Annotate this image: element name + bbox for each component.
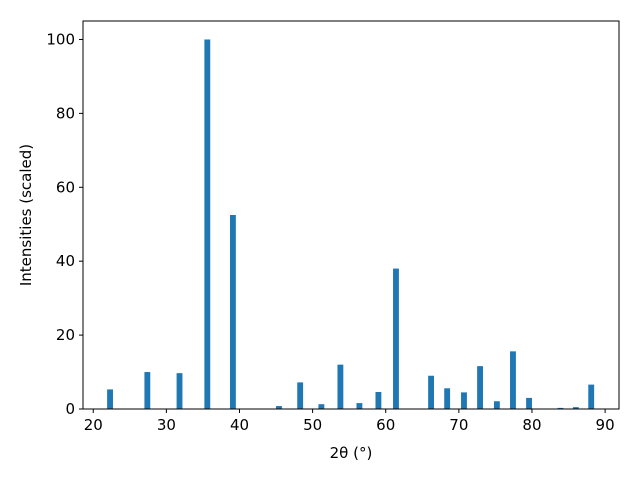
x-tick-label: 20 — [84, 416, 103, 434]
bar — [276, 406, 282, 409]
bar — [229, 215, 236, 409]
x-tick-label: 70 — [449, 416, 468, 434]
bar — [572, 407, 579, 409]
bar — [477, 366, 483, 409]
bar — [176, 373, 183, 409]
bar — [297, 382, 304, 409]
bar — [375, 392, 382, 409]
bar — [557, 407, 564, 409]
bar — [204, 39, 211, 409]
bar — [461, 392, 467, 409]
y-tick-label: 40 — [56, 252, 75, 270]
x-tick-label: 30 — [157, 416, 176, 434]
bar — [526, 397, 532, 409]
bar — [393, 268, 399, 409]
bar — [337, 364, 344, 409]
x-tick-label: 80 — [522, 416, 541, 434]
y-tick-label: 0 — [65, 400, 75, 418]
x-tick-label: 60 — [376, 416, 395, 434]
bar — [510, 351, 516, 409]
y-axis-label: Intensities (scaled) — [17, 144, 35, 286]
bar — [144, 372, 151, 409]
bar — [588, 384, 595, 409]
x-axis-label: 2θ (°) — [330, 444, 373, 462]
x-tick-label: 50 — [303, 416, 322, 434]
bar — [493, 401, 500, 409]
bar — [318, 404, 325, 409]
x-tick-label: 90 — [596, 416, 615, 434]
bar — [107, 389, 113, 409]
y-tick-label: 60 — [56, 178, 75, 196]
bar — [444, 388, 451, 409]
y-tick-label: 80 — [56, 104, 75, 122]
x-tick-label: 40 — [230, 416, 249, 434]
bar — [356, 403, 363, 409]
plot-frame — [82, 20, 620, 410]
bar — [428, 375, 434, 409]
y-tick-label: 100 — [46, 30, 75, 48]
y-tick-label: 20 — [56, 326, 75, 344]
